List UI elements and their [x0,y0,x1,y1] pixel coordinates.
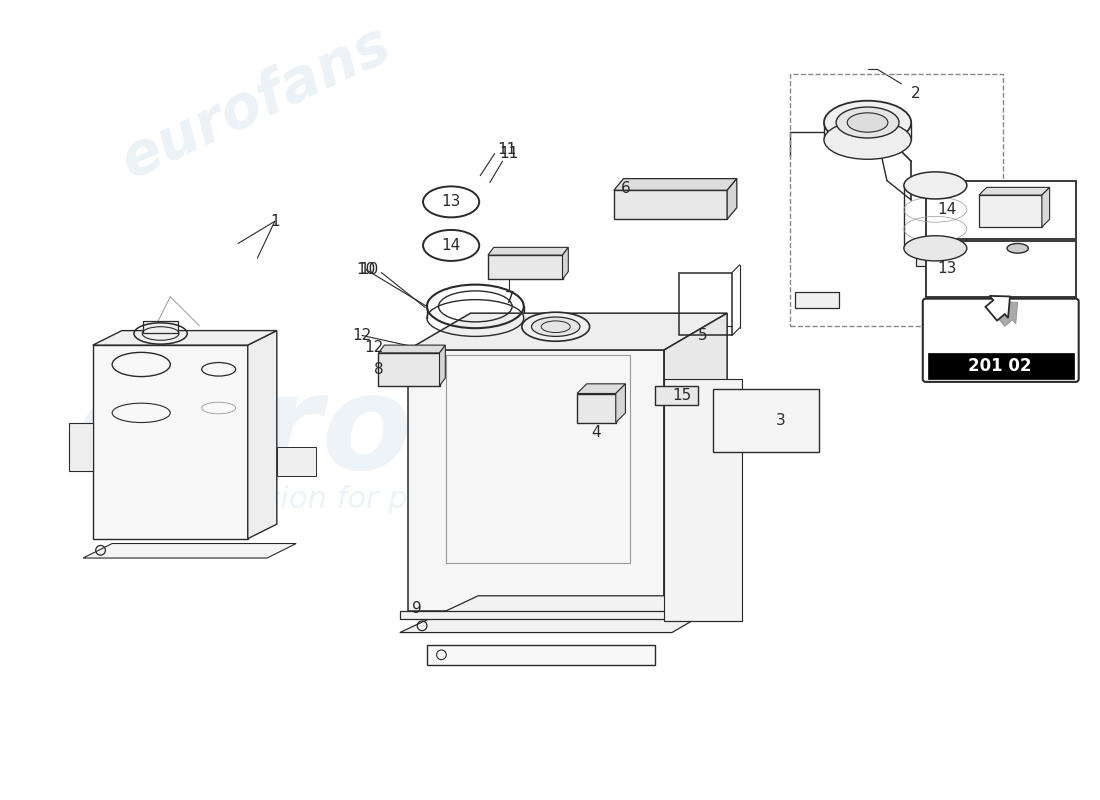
Text: 11: 11 [499,146,519,161]
Polygon shape [664,313,727,611]
Polygon shape [427,645,654,665]
Ellipse shape [904,236,967,261]
Polygon shape [92,330,277,345]
Text: 2: 2 [911,86,921,101]
Polygon shape [578,394,616,422]
Text: 12: 12 [364,339,383,354]
Polygon shape [616,384,626,422]
Text: 10: 10 [356,262,375,277]
Text: 7: 7 [505,291,514,306]
Polygon shape [440,345,446,386]
Text: 9: 9 [412,601,422,616]
Polygon shape [926,241,1076,297]
Ellipse shape [847,113,888,132]
Polygon shape [614,190,727,219]
Polygon shape [986,296,1010,321]
Text: 14: 14 [937,202,957,217]
FancyBboxPatch shape [923,298,1079,382]
Polygon shape [562,247,569,279]
Polygon shape [407,313,727,350]
Text: 15: 15 [672,388,691,403]
Polygon shape [916,246,955,266]
Text: 10: 10 [360,262,378,277]
Polygon shape [979,195,1042,227]
Text: 11: 11 [497,142,517,157]
Polygon shape [84,543,296,558]
Text: 12: 12 [352,328,372,343]
Text: eurofans: eurofans [74,369,732,496]
Text: 6: 6 [620,181,630,196]
Ellipse shape [1006,243,1028,253]
Polygon shape [926,181,1076,238]
Polygon shape [979,187,1049,195]
Polygon shape [664,379,741,621]
Text: eurofans: eurofans [112,16,400,190]
Text: 201 02: 201 02 [968,358,1032,375]
Polygon shape [488,255,562,279]
Polygon shape [378,353,440,386]
Text: 3: 3 [776,413,785,428]
Polygon shape [92,345,248,538]
Polygon shape [68,422,92,471]
Ellipse shape [824,101,911,144]
Polygon shape [248,330,277,538]
Polygon shape [488,247,569,255]
Text: 13: 13 [937,261,957,276]
Polygon shape [399,596,735,633]
Ellipse shape [521,312,590,342]
Polygon shape [277,446,316,476]
Ellipse shape [904,172,967,199]
Polygon shape [927,353,1074,379]
Polygon shape [713,389,820,451]
Text: 13: 13 [441,194,461,210]
Text: 1: 1 [271,214,279,229]
Polygon shape [378,345,446,353]
Text: 4: 4 [592,425,602,440]
Ellipse shape [824,121,911,159]
Polygon shape [727,178,737,219]
Polygon shape [578,384,626,394]
Polygon shape [1042,187,1049,227]
Polygon shape [478,361,492,370]
Polygon shape [654,386,698,405]
Ellipse shape [836,107,899,138]
Polygon shape [407,350,664,611]
Ellipse shape [531,317,580,337]
Polygon shape [143,321,178,334]
Polygon shape [614,178,737,190]
Polygon shape [993,302,1018,326]
Polygon shape [795,292,838,308]
Text: a passion for parts since 1985: a passion for parts since 1985 [182,486,642,514]
Polygon shape [399,611,672,619]
Text: 5: 5 [698,328,707,343]
Text: 8: 8 [374,362,383,377]
Text: 14: 14 [441,238,461,253]
